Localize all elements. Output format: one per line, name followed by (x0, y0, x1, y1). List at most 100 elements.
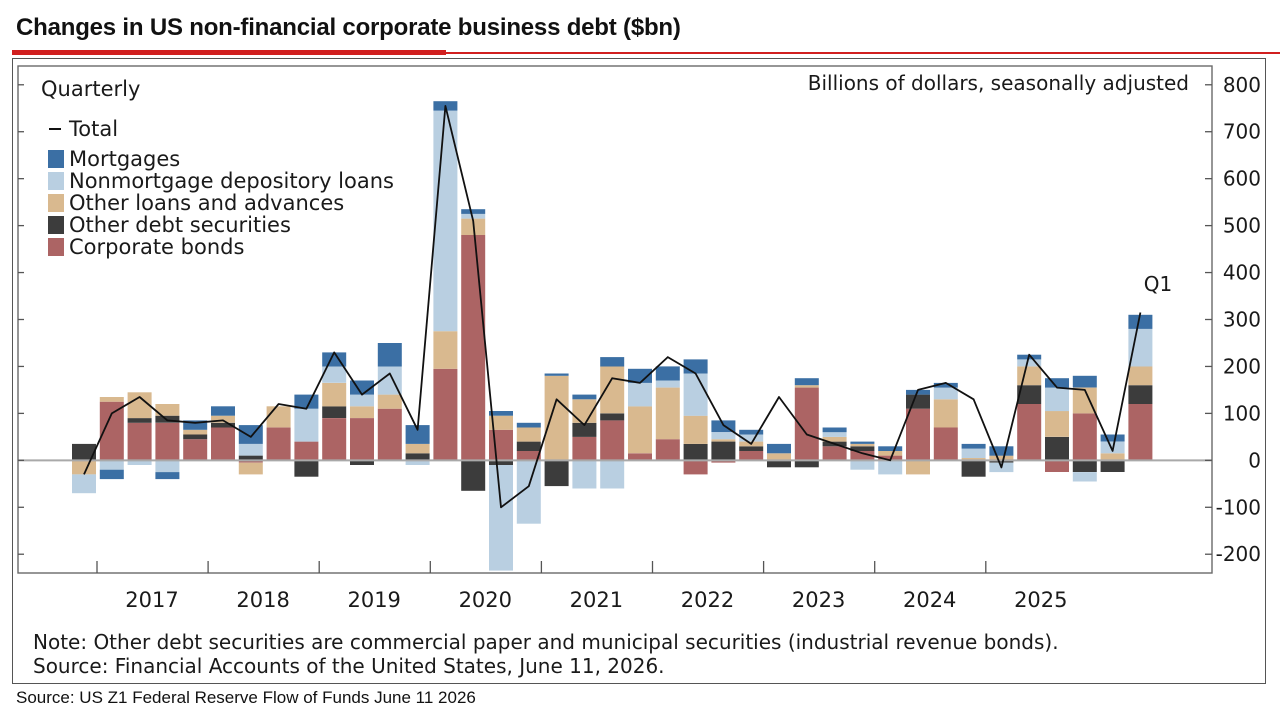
bar-nonmortgage (1045, 387, 1069, 412)
y-tick-label: 700 (1223, 120, 1261, 144)
bar-nonmortgage (489, 465, 513, 571)
bar-nonmortgage (294, 408, 319, 442)
bar-mortgages (183, 420, 208, 430)
bar-mortgages (1072, 375, 1097, 388)
legend-swatch-other_loans (48, 194, 64, 212)
bar-corporate_bonds (155, 422, 180, 461)
frequency-label: Quarterly (41, 77, 140, 101)
bar-nonmortgage (628, 382, 652, 407)
bar-other_loans (433, 331, 458, 369)
bar-other_loans (933, 399, 958, 428)
bar-corporate_bonds (850, 450, 875, 461)
bar-nonmortgage (1128, 328, 1153, 367)
bar-other_debt (600, 413, 625, 421)
legend-swatch-mortgages (48, 150, 64, 168)
title-rule (12, 52, 1280, 54)
bar-corporate_bonds (489, 429, 513, 461)
bar-other_loans (878, 450, 903, 456)
bar-corporate_bonds (266, 427, 291, 461)
bar-other_loans (211, 415, 235, 423)
bar-nonmortgage (461, 213, 486, 219)
bar-mortgages (739, 429, 764, 435)
bar-mortgages (405, 425, 430, 444)
legend-label-other_loans: Other loans and advances (69, 191, 344, 215)
total-line (83, 105, 1142, 509)
y-tick-label: 600 (1223, 167, 1261, 191)
bar-nonmortgage (933, 387, 958, 400)
bar-corporate_bonds (572, 436, 597, 461)
legend-label-mortgages: Mortgages (69, 147, 180, 171)
x-tick-label: 2017 (125, 588, 178, 612)
bar-other_debt (155, 415, 180, 423)
bar-other_loans (183, 429, 208, 435)
y-tick-label: -200 (1216, 542, 1261, 566)
x-tick-label: 2018 (236, 588, 289, 612)
x-tick-label: 2023 (792, 588, 845, 612)
bar-other_debt (1045, 436, 1069, 461)
units-label: Billions of dollars, seasonally adjusted (808, 71, 1189, 95)
bar-mortgages (155, 472, 180, 480)
bar-corporate_bonds (516, 450, 541, 461)
stacked-bar-chart: -200 -100 0 100 200 300 400 500 600 700 800 2017 201… (17, 65, 1261, 678)
legend-swatch-corporate_bonds (48, 238, 64, 256)
bar-mortgages (600, 357, 625, 367)
bar-other_debt (572, 422, 597, 437)
bar-mortgages (1045, 378, 1069, 388)
bar-corporate_bonds (655, 439, 680, 461)
legend-label-other_debt: Other debt securities (69, 213, 291, 237)
bar-mortgages (461, 209, 486, 214)
bar-nonmortgage (322, 366, 347, 383)
bar-mortgages (683, 359, 708, 374)
bar-nonmortgage (433, 110, 458, 332)
bar-other_debt (516, 441, 541, 451)
bar-nonmortgage (1017, 359, 1042, 367)
bar-other_loans (544, 375, 569, 461)
y-tick-label: 0 (1248, 448, 1261, 472)
bar-other_loans (1017, 366, 1042, 386)
bar-other_loans (989, 455, 1014, 461)
bar-other_debt (683, 443, 708, 461)
bar-nonmortgage (683, 373, 708, 416)
bar-mortgages (516, 422, 541, 428)
bar-mortgages (489, 411, 513, 416)
bar-nonmortgage (155, 460, 180, 472)
x-tick-label: 2025 (1014, 588, 1067, 612)
bar-other_debt (405, 453, 430, 461)
chart-panel: -200 -100 0 100 200 300 400 500 600 700 800 2017 201… (12, 58, 1266, 684)
bar-other_debt (739, 446, 764, 451)
title-accent-bar (12, 50, 446, 55)
bar-other_loans (794, 385, 819, 388)
bar-other_loans (1100, 453, 1125, 461)
bar-corporate_bonds (933, 427, 958, 461)
bar-nonmortgage (822, 432, 847, 437)
bar-other_debt (489, 460, 513, 465)
bar-mortgages (1100, 434, 1125, 442)
bar-other_loans (822, 436, 847, 442)
bar-mortgages (878, 446, 903, 451)
bar-corporate_bonds (1072, 413, 1097, 461)
bar-other_loans (489, 415, 513, 430)
bar-corporate_bonds (183, 439, 208, 461)
bar-other_loans (906, 460, 930, 475)
bar-other_loans (767, 453, 791, 461)
bar-other_debt (350, 460, 374, 465)
bar-mortgages (822, 427, 847, 433)
bar-other_loans (99, 397, 124, 402)
y-tick-label: 400 (1223, 261, 1261, 285)
bar-mortgages (933, 382, 958, 388)
x-tick-label: 2020 (459, 588, 512, 612)
bar-corporate_bonds (1045, 460, 1069, 472)
bar-nonmortgage (1072, 472, 1097, 482)
bar-other_loans (377, 394, 402, 409)
legend-label-total: Total (68, 117, 118, 141)
bar-nonmortgage (127, 460, 152, 465)
bar-mortgages (211, 406, 235, 416)
bar-corporate_bonds (461, 235, 486, 461)
x-tick-label: 2021 (570, 588, 623, 612)
bar-other_debt (850, 446, 875, 451)
bar-other_debt (1072, 460, 1097, 472)
bar-other_debt (1128, 385, 1153, 404)
bar-mortgages (655, 366, 680, 381)
q1-annotation: Q1 (1144, 272, 1172, 296)
bar-other_debt (767, 460, 791, 468)
